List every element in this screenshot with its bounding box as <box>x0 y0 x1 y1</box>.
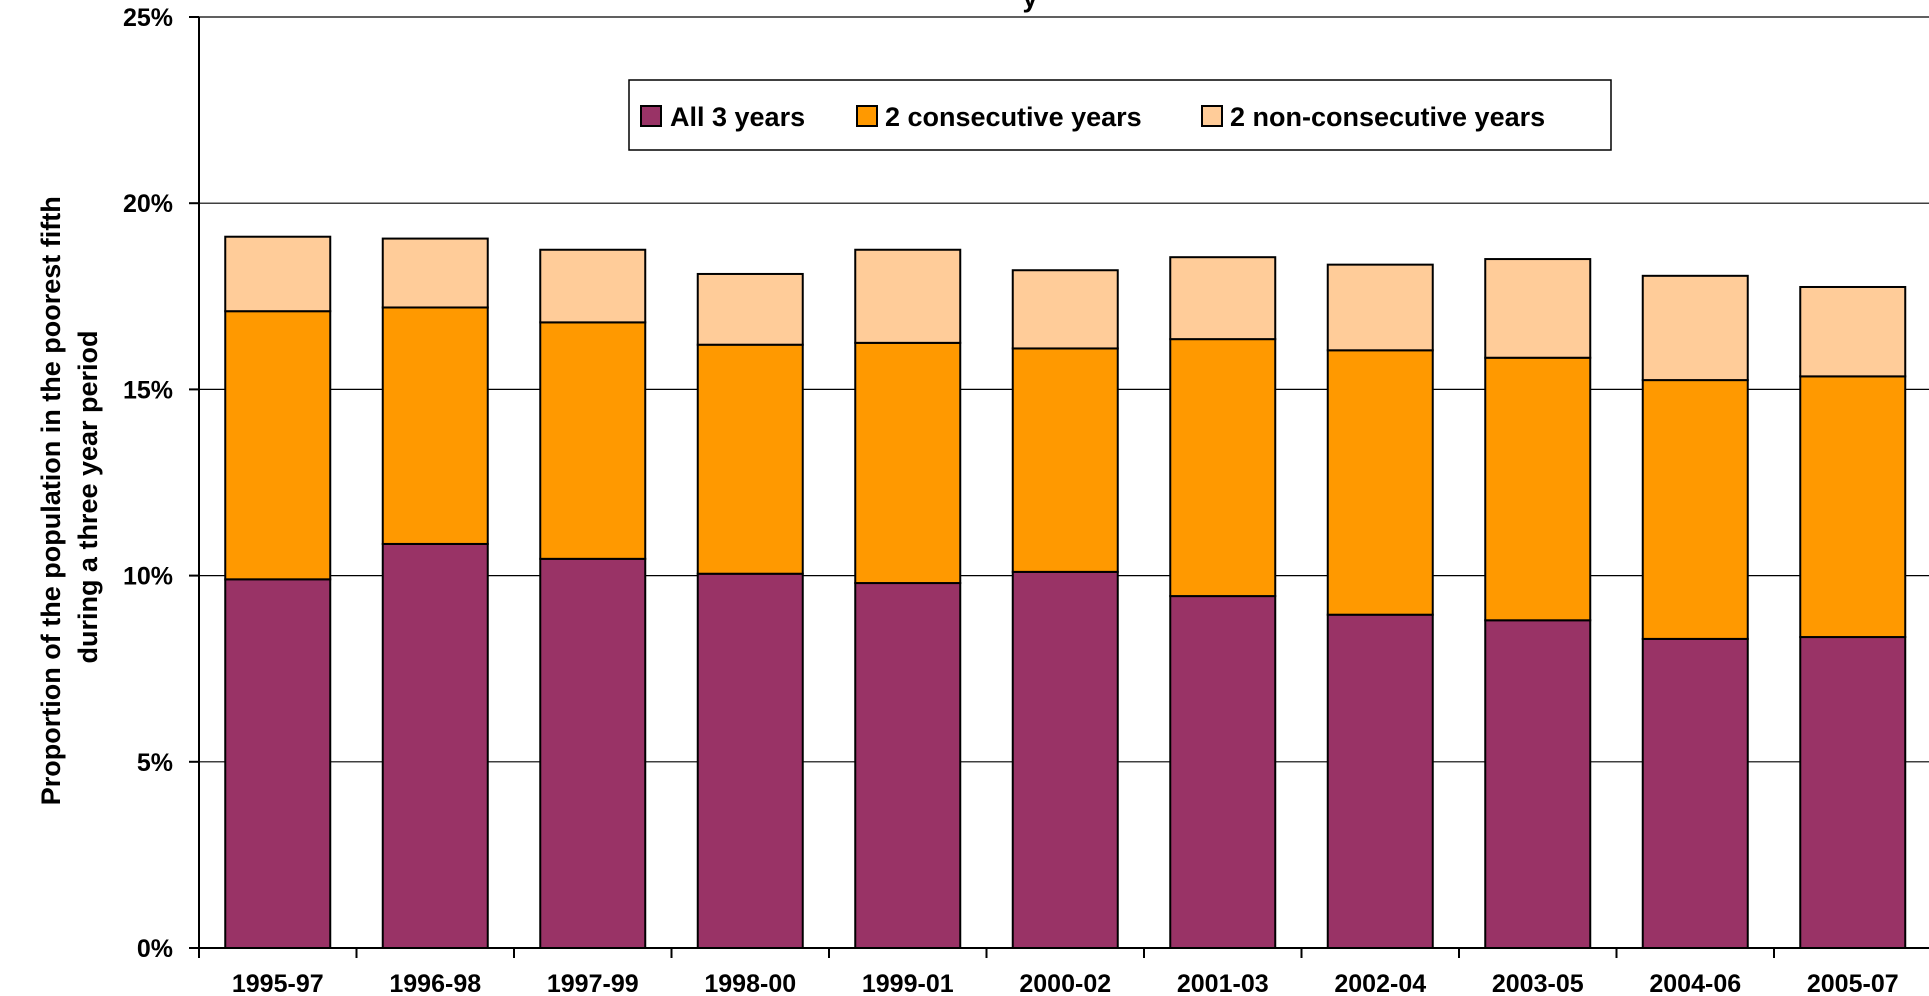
x-tick-label: 2004-06 <box>1649 970 1741 996</box>
bar-segment-1-2004-06 <box>1641 637 1749 950</box>
bar-segment-1-2000-02 <box>1011 570 1119 949</box>
bar-segment-2-2003-05 <box>1484 356 1592 622</box>
bar-segment-3-2002-04 <box>1326 263 1434 352</box>
legend-label: All 3 years <box>670 102 805 132</box>
x-tick-label: 2000-02 <box>1019 970 1111 996</box>
axes <box>198 17 1929 949</box>
x-tick-label: 1998-00 <box>704 970 796 996</box>
x-tick-label: 1999-01 <box>862 970 954 996</box>
bar-segment-3-1996-98 <box>381 237 489 309</box>
bar-segment-2-1998-00 <box>696 343 804 575</box>
y-tick-label: 0% <box>137 935 173 963</box>
bar-segment-3-2005-07 <box>1799 285 1907 378</box>
y-axis-title: Proportion of the population in the poor… <box>36 189 103 805</box>
x-tick-label: 2001-03 <box>1177 970 1269 996</box>
y-axis-title-line-2: during a three year period <box>73 330 103 663</box>
bar-segment-2-2004-06 <box>1641 379 1749 640</box>
legend-frame <box>628 79 1612 151</box>
bar-segment-3-2001-03 <box>1169 256 1277 341</box>
y-tick-label: 20% <box>123 190 173 218</box>
y-tick-label: 15% <box>123 376 173 404</box>
legend-label: 2 consecutive years <box>885 102 1142 132</box>
legend-swatch <box>640 105 662 127</box>
legend-swatch <box>856 105 878 127</box>
bar-segment-1-1997-99 <box>539 557 647 949</box>
bar-segment-1-2003-05 <box>1484 619 1592 950</box>
bar-segment-3-2004-06 <box>1641 274 1749 382</box>
bar-segment-2-2002-04 <box>1326 349 1434 616</box>
y-tick-label: 10% <box>123 563 173 591</box>
bar-segment-1-1996-98 <box>381 542 489 949</box>
bar-segment-1-2001-03 <box>1169 595 1277 949</box>
chart-title: y <box>1022 0 1037 13</box>
bar-segment-3-1998-00 <box>696 272 804 346</box>
x-tick-label: 2003-05 <box>1492 970 1584 996</box>
bar-segment-3-1997-99 <box>539 248 647 324</box>
bar-segment-2-1997-99 <box>539 321 647 560</box>
bars <box>224 235 1907 950</box>
legend: All 3 years 2 consecutive years 2 non-cons… <box>628 79 1612 151</box>
bar-segment-2-1999-01 <box>854 341 962 585</box>
x-tick-label: 1997-99 <box>547 970 639 996</box>
bar-segment-1-2002-04 <box>1326 613 1434 950</box>
bar-segment-2-2000-02 <box>1011 347 1119 573</box>
bar-segment-3-2000-02 <box>1011 269 1119 350</box>
bar-segment-3-1995-97 <box>224 235 332 313</box>
legend-label: 2 non-consecutive years <box>1230 102 1545 132</box>
bar-segment-2-1995-97 <box>224 310 332 581</box>
bar-segment-1-1999-01 <box>854 582 962 949</box>
y-tick-label: 25% <box>123 4 173 32</box>
x-tick-label: 1995-97 <box>232 970 324 996</box>
bar-segment-1-2005-07 <box>1799 636 1907 950</box>
bar-segment-2-2005-07 <box>1799 375 1907 639</box>
x-tick-label: 2002-04 <box>1334 970 1426 996</box>
bar-segment-3-2003-05 <box>1484 258 1592 359</box>
y-axis-title-line-1: Proportion of the population in the poor… <box>36 196 66 805</box>
x-tick-label: 2005-07 <box>1807 970 1899 996</box>
bar-segment-2-2001-03 <box>1169 338 1277 598</box>
bar-segment-1-1998-00 <box>696 572 804 949</box>
bar-segment-1-1995-97 <box>224 578 332 949</box>
y-tick-label: 5% <box>137 749 173 777</box>
legend-swatch <box>1201 105 1223 127</box>
y-axis-ticks: 0% 5% 10% 15% 20% 25% <box>123 4 199 963</box>
x-axis-ticks: 1995-97 1996-98 1997-99 1998-00 1999-01 2000-… <box>198 948 1899 996</box>
bar-segment-3-1999-01 <box>854 248 962 344</box>
x-tick-label: 1996-98 <box>389 970 481 996</box>
bar-segment-2-1996-98 <box>381 306 489 545</box>
